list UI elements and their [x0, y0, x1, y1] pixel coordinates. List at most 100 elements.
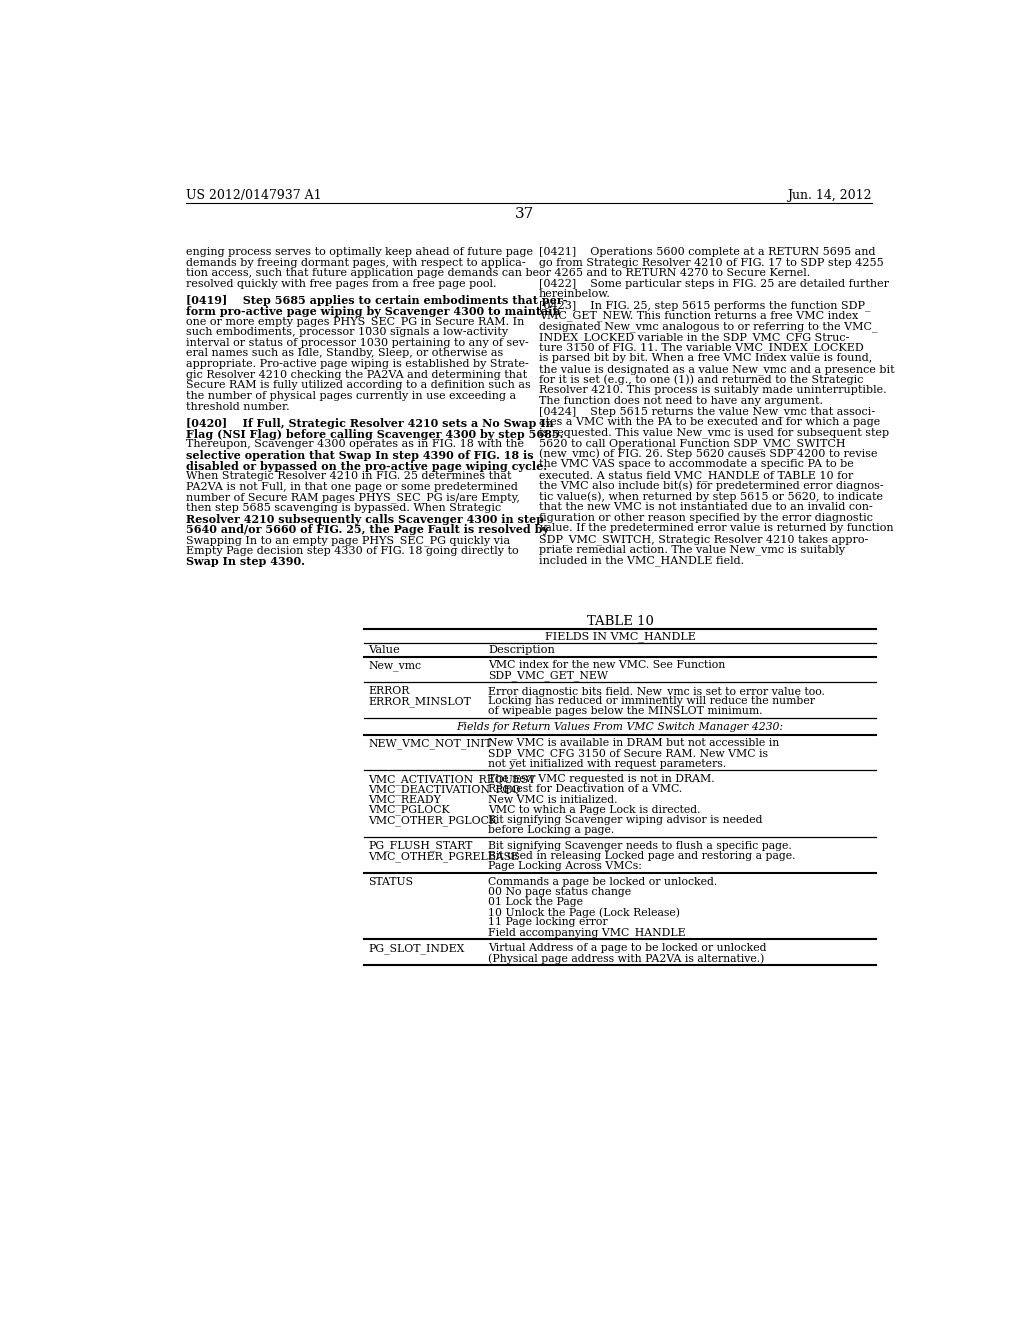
Text: VMC_DEACTIVATION_REQ: VMC_DEACTIVATION_REQ — [369, 784, 521, 795]
Text: Swapping In to an empty page PHYS_SEC_PG quickly via: Swapping In to an empty page PHYS_SEC_PG… — [186, 535, 510, 545]
Text: VMC_READY: VMC_READY — [369, 795, 441, 805]
Text: US 2012/0147937 A1: US 2012/0147937 A1 — [186, 189, 322, 202]
Text: VMC_OTHER_PGRELEASE: VMC_OTHER_PGRELEASE — [369, 851, 519, 862]
Text: is requested. This value New_vmc is used for subsequent step: is requested. This value New_vmc is used… — [539, 428, 889, 438]
Text: Bit signifying Scavenger needs to flush a specific page.: Bit signifying Scavenger needs to flush … — [488, 841, 793, 850]
Text: (new_vmc) of FIG. 26. Step 5620 causes SDP 4200 to revise: (new_vmc) of FIG. 26. Step 5620 causes S… — [539, 449, 878, 461]
Text: tion access, such that future application page demands can be: tion access, such that future applicatio… — [186, 268, 540, 279]
Text: Fields for Return Values From VMC Switch Manager 4230:: Fields for Return Values From VMC Switch… — [457, 722, 783, 733]
Text: or 4265 and to RETURN 4270 to Secure Kernel.: or 4265 and to RETURN 4270 to Secure Ker… — [539, 268, 810, 279]
Text: designated New_vmc analogous to or referring to the VMC_: designated New_vmc analogous to or refer… — [539, 321, 878, 333]
Text: VMC index for the new VMC. See Function: VMC index for the new VMC. See Function — [488, 660, 726, 671]
Text: Value: Value — [369, 645, 400, 655]
Text: SDP_VMC_SWITCH, Strategic Resolver 4210 takes appro-: SDP_VMC_SWITCH, Strategic Resolver 4210 … — [539, 533, 868, 545]
Text: ERROR: ERROR — [369, 686, 410, 696]
Text: [0423]    In FIG. 25, step 5615 performs the function SDP_: [0423] In FIG. 25, step 5615 performs th… — [539, 300, 870, 310]
Text: such embodiments, processor 1030 signals a low-activity: such embodiments, processor 1030 signals… — [186, 327, 508, 337]
Text: figuration or other reason specified by the error diagnostic: figuration or other reason specified by … — [539, 512, 872, 523]
Text: [0422]    Some particular steps in FIG. 25 are detailed further: [0422] Some particular steps in FIG. 25 … — [539, 279, 889, 289]
Text: PG_SLOT_INDEX: PG_SLOT_INDEX — [369, 942, 465, 953]
Text: 11 Page locking error: 11 Page locking error — [488, 917, 608, 927]
Text: for it is set (e.g., to one (1)) and returned to the Strategic: for it is set (e.g., to one (1)) and ret… — [539, 375, 863, 385]
Text: Flag (NSI Flag) before calling Scavenger 4300 by step 5685.: Flag (NSI Flag) before calling Scavenger… — [186, 429, 563, 440]
Text: NEW_VMC_NOT_INIT: NEW_VMC_NOT_INIT — [369, 738, 492, 748]
Text: Resolver 4210. This process is suitably made uninterruptible.: Resolver 4210. This process is suitably … — [539, 385, 887, 395]
Text: priate remedial action. The value New_vmc is suitably: priate remedial action. The value New_vm… — [539, 544, 845, 556]
Text: [0420]    If Full, Strategic Resolver 4210 sets a No Swap In: [0420] If Full, Strategic Resolver 4210 … — [186, 418, 554, 429]
Text: SDP_VMC_GET_NEW: SDP_VMC_GET_NEW — [488, 671, 608, 681]
Text: one or more empty pages PHYS_SEC_PG in Secure RAM. In: one or more empty pages PHYS_SEC_PG in S… — [186, 317, 524, 327]
Text: VMC_GET_NEW. This function returns a free VMC index: VMC_GET_NEW. This function returns a fre… — [539, 310, 858, 322]
Text: 01 Lock the Page: 01 Lock the Page — [488, 896, 584, 907]
Text: TABLE 10: TABLE 10 — [587, 615, 653, 628]
Text: the VMC also include bit(s) for predetermined error diagnos-: the VMC also include bit(s) for predeter… — [539, 480, 884, 491]
Text: INDEX_LOCKED variable in the SDP_VMC_CFG Struc-: INDEX_LOCKED variable in the SDP_VMC_CFG… — [539, 331, 849, 343]
Text: 5640 and/or 5660 of FIG. 25, the Page Fault is resolved by: 5640 and/or 5660 of FIG. 25, the Page Fa… — [186, 524, 549, 536]
Text: FIELDS IN VMC_HANDLE: FIELDS IN VMC_HANDLE — [545, 631, 695, 642]
Text: VMC_OTHER_PGLOCK: VMC_OTHER_PGLOCK — [369, 814, 498, 825]
Text: go from Strategic Resolver 4210 of FIG. 17 to SDP step 4255: go from Strategic Resolver 4210 of FIG. … — [539, 257, 884, 268]
Text: When Strategic Resolver 4210 in FIG. 25 determines that: When Strategic Resolver 4210 in FIG. 25 … — [186, 471, 512, 482]
Text: Page Locking Across VMCs:: Page Locking Across VMCs: — [488, 861, 642, 871]
Text: Field accompanying VMC_HANDLE: Field accompanying VMC_HANDLE — [488, 928, 686, 939]
Text: 10 Unlock the Page (Lock Release): 10 Unlock the Page (Lock Release) — [488, 907, 680, 917]
Text: [0421]    Operations 5600 complete at a RETURN 5695 and: [0421] Operations 5600 complete at a RET… — [539, 247, 876, 257]
Text: New VMC is available in DRAM but not accessible in: New VMC is available in DRAM but not acc… — [488, 738, 779, 748]
Text: then step 5685 scavenging is bypassed. When Strategic: then step 5685 scavenging is bypassed. W… — [186, 503, 502, 513]
Text: STATUS: STATUS — [369, 876, 414, 887]
Text: Bit used in releasing Locked page and restoring a page.: Bit used in releasing Locked page and re… — [488, 851, 796, 861]
Text: ture 3150 of FIG. 11. The variable VMC_INDEX_LOCKED: ture 3150 of FIG. 11. The variable VMC_I… — [539, 343, 863, 354]
Text: SDP_VMC_CFG 3150 of Secure RAM. New VMC is: SDP_VMC_CFG 3150 of Secure RAM. New VMC … — [488, 748, 768, 759]
Text: The function does not need to have any argument.: The function does not need to have any a… — [539, 396, 822, 405]
Text: value. If the predetermined error value is returned by function: value. If the predetermined error value … — [539, 523, 893, 533]
Text: Locking has reduced or imminently will reduce the number: Locking has reduced or imminently will r… — [488, 697, 815, 706]
Text: PA2VA is not Full, in that one page or some predetermined: PA2VA is not Full, in that one page or s… — [186, 482, 518, 492]
Text: number of Secure RAM pages PHYS_SEC_PG is/are Empty,: number of Secure RAM pages PHYS_SEC_PG i… — [186, 492, 520, 503]
Text: 5620 to call Operational Function SDP_VMC_SWITCH: 5620 to call Operational Function SDP_VM… — [539, 438, 846, 449]
Text: enging process serves to optimally keep ahead of future page: enging process serves to optimally keep … — [186, 247, 534, 257]
Text: Error diagnostic bits field. New_vmc is set to error value too.: Error diagnostic bits field. New_vmc is … — [488, 686, 825, 697]
Text: VMC_ACTIVATION_REQUEST: VMC_ACTIVATION_REQUEST — [369, 775, 536, 785]
Text: gic Resolver 4210 checking the PA2VA and determining that: gic Resolver 4210 checking the PA2VA and… — [186, 370, 527, 380]
Text: Thereupon, Scavenger 4300 operates as in FIG. 18 with the: Thereupon, Scavenger 4300 operates as in… — [186, 440, 524, 449]
Text: hereinbelow.: hereinbelow. — [539, 289, 610, 300]
Text: Swap In step 4390.: Swap In step 4390. — [186, 556, 305, 568]
Text: Empty Page decision step 4330 of FIG. 18 going directly to: Empty Page decision step 4330 of FIG. 18… — [186, 545, 519, 556]
Text: threshold number.: threshold number. — [186, 401, 290, 412]
Text: VMC to which a Page Lock is directed.: VMC to which a Page Lock is directed. — [488, 805, 700, 814]
Text: Jun. 14, 2012: Jun. 14, 2012 — [787, 189, 872, 202]
Text: ERROR_MINSLOT: ERROR_MINSLOT — [369, 697, 471, 708]
Text: is parsed bit by bit. When a free VMC Index value is found,: is parsed bit by bit. When a free VMC In… — [539, 354, 872, 363]
Text: New_vmc: New_vmc — [369, 660, 421, 671]
Text: Secure RAM is fully utilized according to a definition such as: Secure RAM is fully utilized according t… — [186, 380, 530, 391]
Text: form pro-active page wiping by Scavenger 4300 to maintain: form pro-active page wiping by Scavenger… — [186, 306, 561, 317]
Text: Bit signifying Scavenger wiping advisor is needed: Bit signifying Scavenger wiping advisor … — [488, 814, 763, 825]
Text: included in the VMC_HANDLE field.: included in the VMC_HANDLE field. — [539, 556, 743, 566]
Text: appropriate. Pro-active page wiping is established by Strate-: appropriate. Pro-active page wiping is e… — [186, 359, 528, 370]
Text: the VMC VAS space to accommodate a specific PA to be: the VMC VAS space to accommodate a speci… — [539, 459, 853, 470]
Text: 37: 37 — [515, 207, 535, 220]
Text: that the new VMC is not instantiated due to an invalid con-: that the new VMC is not instantiated due… — [539, 502, 872, 512]
Text: [0419]    Step 5685 applies to certain embodiments that per-: [0419] Step 5685 applies to certain embo… — [186, 296, 567, 306]
Text: [0424]    Step 5615 returns the value New_vmc that associ-: [0424] Step 5615 returns the value New_v… — [539, 407, 874, 417]
Text: Description: Description — [488, 645, 555, 655]
Text: of wipeable pages below the MINSLOT minimum.: of wipeable pages below the MINSLOT mini… — [488, 706, 763, 717]
Text: VMC_PGLOCK: VMC_PGLOCK — [369, 805, 450, 816]
Text: interval or status of processor 1030 pertaining to any of sev-: interval or status of processor 1030 per… — [186, 338, 528, 347]
Text: resolved quickly with free pages from a free page pool.: resolved quickly with free pages from a … — [186, 279, 497, 289]
Text: ates a VMC with the PA to be executed and for which a page: ates a VMC with the PA to be executed an… — [539, 417, 880, 426]
Text: disabled or bypassed on the pro-active page wiping cycle.: disabled or bypassed on the pro-active p… — [186, 461, 547, 471]
Text: the number of physical pages currently in use exceeding a: the number of physical pages currently i… — [186, 391, 516, 401]
Text: Request for Deactivation of a VMC.: Request for Deactivation of a VMC. — [488, 784, 683, 795]
Text: (Physical page address with PA2VA is alternative.): (Physical page address with PA2VA is alt… — [488, 953, 765, 964]
Text: demands by freeing dormant pages, with respect to applica-: demands by freeing dormant pages, with r… — [186, 257, 525, 268]
Text: New VMC is initialized.: New VMC is initialized. — [488, 795, 617, 805]
Text: before Locking a page.: before Locking a page. — [488, 825, 614, 836]
Text: Resolver 4210 subsequently calls Scavenger 4300 in step: Resolver 4210 subsequently calls Scaveng… — [186, 513, 544, 524]
Text: executed. A status field VMC_HANDLE of TABLE 10 for: executed. A status field VMC_HANDLE of T… — [539, 470, 853, 480]
Text: tic value(s), when returned by step 5615 or 5620, to indicate: tic value(s), when returned by step 5615… — [539, 491, 883, 502]
Text: eral names such as Idle, Standby, Sleep, or otherwise as: eral names such as Idle, Standby, Sleep,… — [186, 348, 504, 359]
Text: selective operation that Swap In step 4390 of FIG. 18 is: selective operation that Swap In step 43… — [186, 450, 534, 461]
Text: the value is designated as a value New_vmc and a presence bit: the value is designated as a value New_v… — [539, 364, 894, 375]
Text: The new VMC requested is not in DRAM.: The new VMC requested is not in DRAM. — [488, 775, 715, 784]
